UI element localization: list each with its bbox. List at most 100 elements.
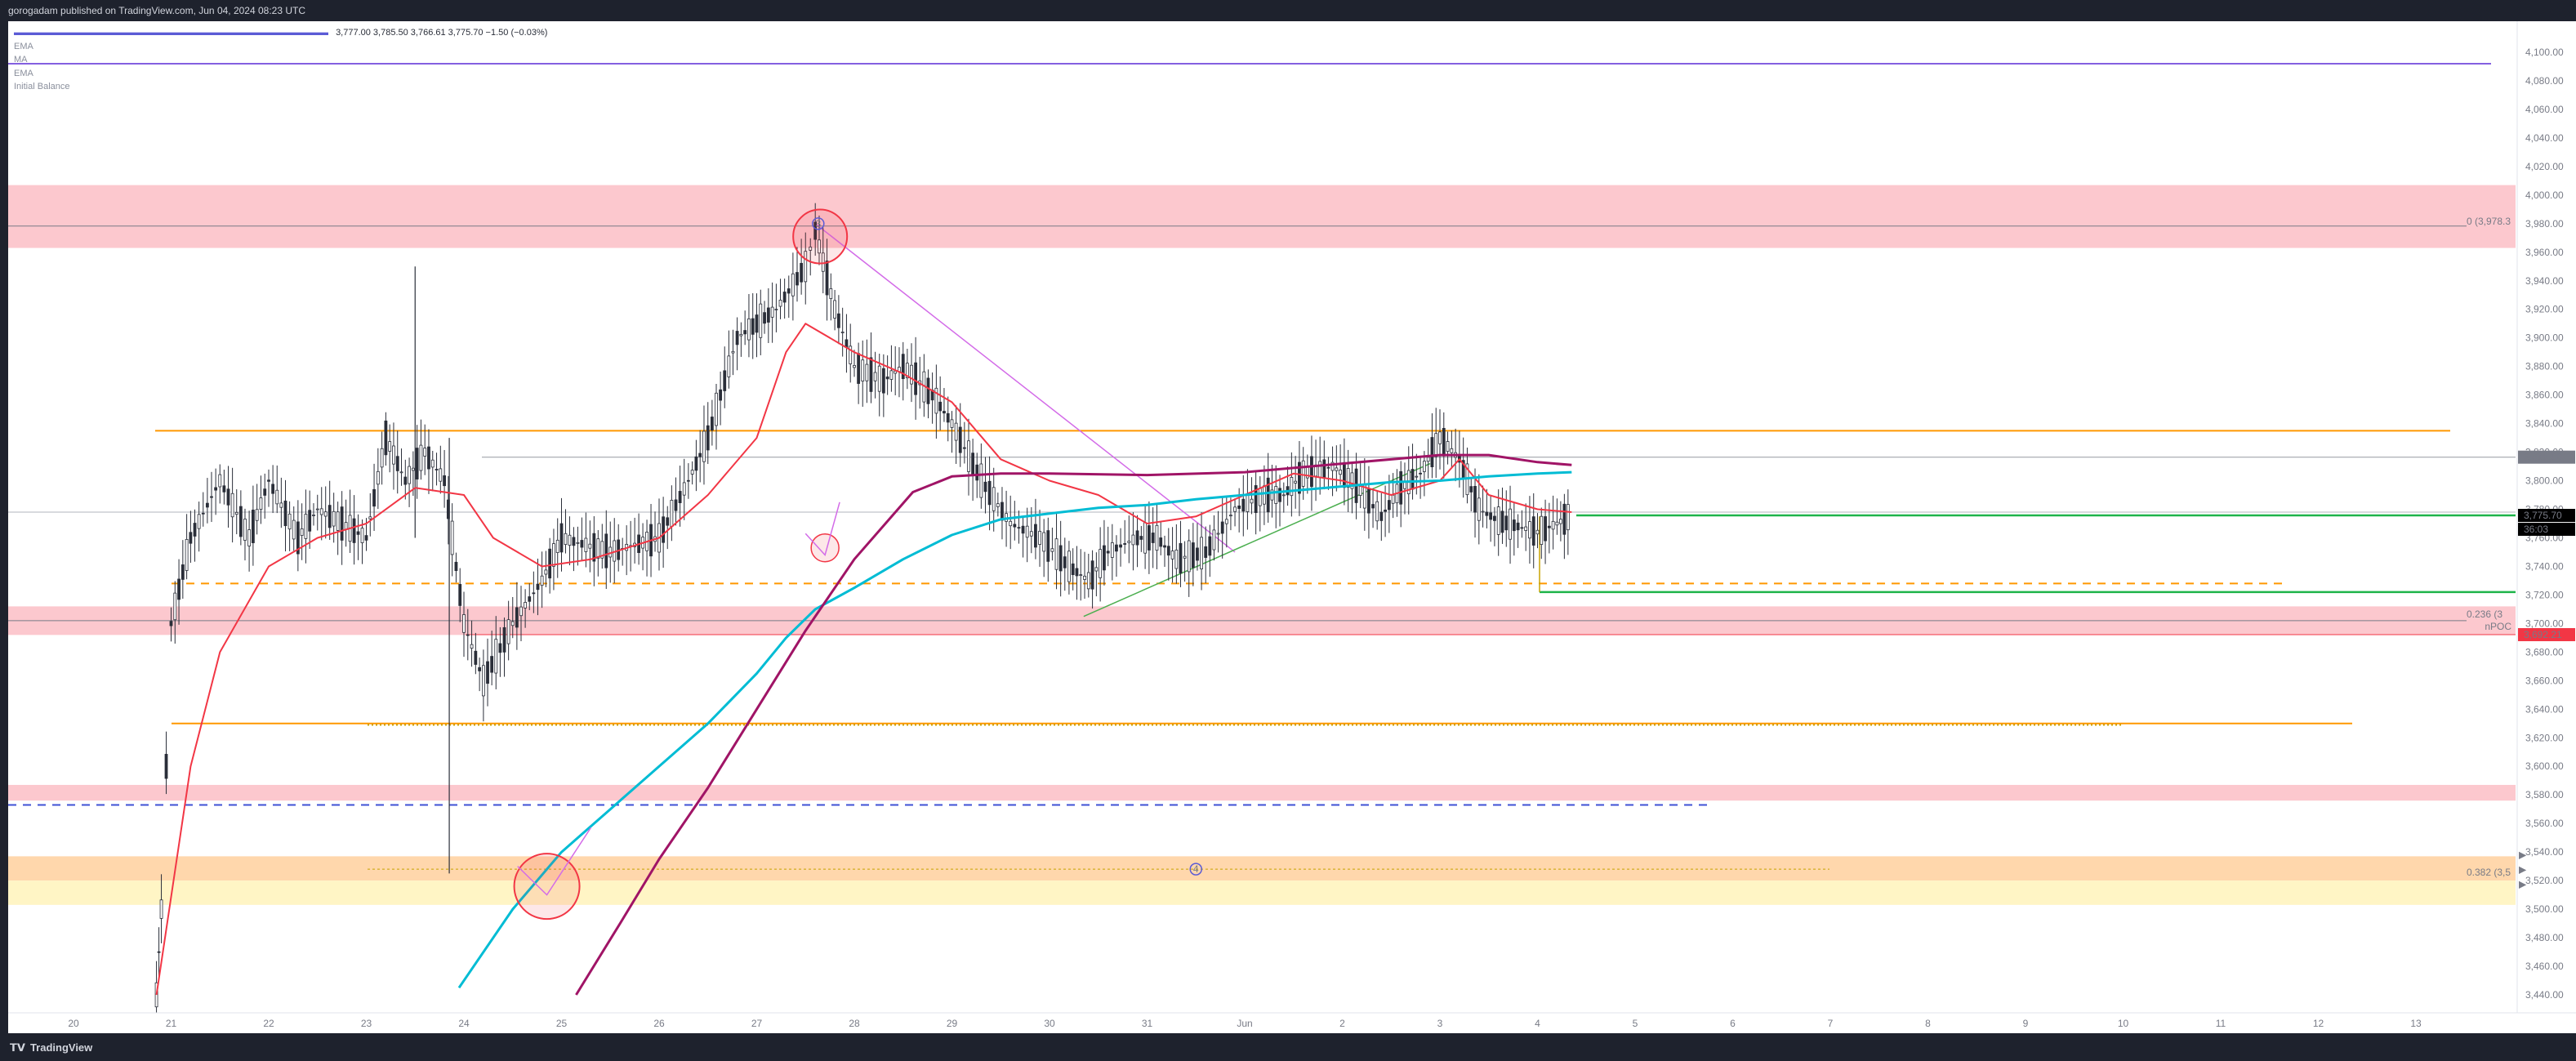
candle-body xyxy=(1163,545,1166,548)
candle-body xyxy=(360,528,364,543)
candle-body xyxy=(1318,461,1322,479)
candle-body xyxy=(865,363,869,381)
price-tick-label: 4,000.00 xyxy=(2525,189,2564,201)
ma-line-2[interactable] xyxy=(575,453,1572,996)
annotation-arrow-low[interactable] xyxy=(517,827,591,896)
candle-body xyxy=(1399,470,1403,505)
candle-body xyxy=(411,467,415,471)
candle-body xyxy=(1477,497,1481,521)
candle-body xyxy=(218,474,222,488)
annotation-circle-low[interactable] xyxy=(513,853,581,921)
ma-line-0[interactable] xyxy=(155,323,1572,996)
candle-body xyxy=(715,392,718,426)
price-tick-label: 3,800.00 xyxy=(2525,475,2564,487)
candle-body xyxy=(604,533,608,568)
candle-body xyxy=(1166,546,1170,556)
legend-indicator-initial-balance[interactable]: Initial Balance xyxy=(14,82,70,91)
zone-2[interactable] xyxy=(8,784,2516,801)
legend-ohlc-values: 3,777.00 3,785.50 3,766.61 3,775.70 −1.5… xyxy=(336,28,548,38)
candle-body xyxy=(364,535,368,541)
time-tick-label: 27 xyxy=(751,1018,763,1029)
legend-indicator-ma[interactable]: MA xyxy=(14,55,28,65)
candle-body xyxy=(1516,522,1520,531)
legend-indicator-ema-1[interactable]: EMA xyxy=(14,41,33,51)
annotation-arrow-mid[interactable] xyxy=(804,502,840,556)
candle-body xyxy=(1179,542,1183,574)
candle-body xyxy=(1067,551,1071,582)
zone-4[interactable] xyxy=(8,880,2516,905)
candle-body xyxy=(1371,504,1375,509)
candle-body xyxy=(1512,519,1516,532)
trendline-descending[interactable] xyxy=(814,223,1236,553)
candle-body xyxy=(914,362,918,395)
zone-3[interactable] xyxy=(8,856,2516,881)
time-axis-area[interactable] xyxy=(8,1013,2576,1033)
legend-indicator-ema-2[interactable]: EMA xyxy=(14,68,33,78)
candle-body xyxy=(279,502,283,508)
time-tick-label: 21 xyxy=(166,1018,177,1029)
marker-4-label: 4 xyxy=(1193,863,1199,875)
candle-body xyxy=(259,497,263,510)
time-tick-label: 25 xyxy=(556,1018,568,1029)
candle-body xyxy=(1131,534,1135,546)
zone-0[interactable] xyxy=(8,185,2516,248)
npoc-label: nPOC xyxy=(2485,621,2511,632)
candle-body xyxy=(849,345,853,364)
candle-body xyxy=(474,650,478,665)
price-axis-label: 36:03 xyxy=(2524,524,2548,535)
annotation-circle-top[interactable] xyxy=(792,208,849,265)
candle-body xyxy=(987,480,992,506)
candle-body xyxy=(372,488,376,507)
candle-body xyxy=(193,523,197,537)
candle-body xyxy=(804,251,808,283)
candle-body xyxy=(1442,427,1446,457)
annotation-circle-mid[interactable] xyxy=(810,533,840,563)
publish-line: gorogadam published on TradingView.com, … xyxy=(8,5,306,16)
candle-body xyxy=(1270,489,1274,501)
ma-line-1[interactable] xyxy=(457,470,1572,989)
time-tick-label: 10 xyxy=(2118,1018,2129,1029)
candle-body xyxy=(743,330,747,335)
candle-body xyxy=(462,614,466,633)
candle-body xyxy=(894,370,898,374)
candle-body xyxy=(1290,476,1294,497)
candle-body xyxy=(399,471,403,474)
price-tick-label: 3,940.00 xyxy=(2525,275,2564,287)
marker-3-circle[interactable] xyxy=(812,217,825,230)
candle-body xyxy=(1387,500,1391,510)
price-axis-label-bg xyxy=(2518,628,2575,642)
price-chart[interactable]: 3 4 0 (3,978.3 0.236 (3 0.382 (3,5 nPOC 4,100.… xyxy=(8,21,2576,1033)
price-tick-label: 3,900.00 xyxy=(2525,332,2564,344)
price-tick-label: 4,100.00 xyxy=(2525,47,2564,58)
candle-body xyxy=(173,592,177,621)
candle-body xyxy=(1151,533,1155,543)
marker-4-circle[interactable] xyxy=(1189,863,1202,876)
candle-body xyxy=(755,314,759,333)
candle-body xyxy=(992,487,996,511)
candle-body xyxy=(287,513,292,530)
candle-body xyxy=(694,456,698,471)
candle-body xyxy=(1191,542,1195,568)
candle-body xyxy=(205,502,209,508)
candle-body xyxy=(1415,475,1419,478)
candle-body xyxy=(238,506,243,537)
price-tick-label: 4,040.00 xyxy=(2525,132,2564,144)
candle-body xyxy=(1071,563,1075,576)
candle-body xyxy=(226,488,230,506)
candle-body xyxy=(727,355,731,377)
candle-body xyxy=(967,440,970,472)
candle-body xyxy=(1301,460,1305,487)
candle-body xyxy=(1566,504,1570,531)
candle-body xyxy=(275,489,279,505)
candle-body xyxy=(1531,516,1535,546)
candle-body xyxy=(515,607,519,628)
candle-body xyxy=(926,377,930,404)
candle-body xyxy=(1335,467,1339,471)
candle-body xyxy=(548,548,552,579)
price-tick-label: 3,520.00 xyxy=(2525,875,2564,886)
tradingview-brand[interactable]: 𝗧𝗩 TradingView xyxy=(10,1041,92,1054)
candle-body xyxy=(747,318,751,341)
candle-body xyxy=(670,500,674,527)
candle-body xyxy=(332,510,336,527)
candle-body xyxy=(1054,538,1058,570)
